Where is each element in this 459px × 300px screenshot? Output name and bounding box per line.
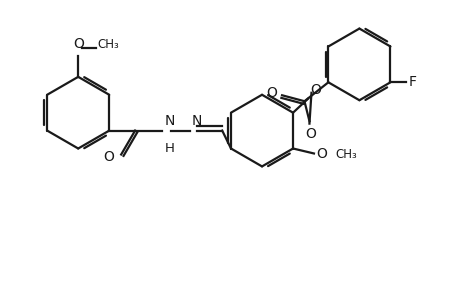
Text: H: H — [164, 142, 174, 154]
Text: O: O — [103, 151, 114, 164]
Text: CH₃: CH₃ — [97, 38, 118, 51]
Text: N: N — [191, 114, 202, 128]
Text: O: O — [309, 83, 320, 97]
Text: F: F — [408, 75, 415, 89]
Text: N: N — [164, 114, 174, 128]
Text: CH₃: CH₃ — [335, 148, 356, 161]
Text: O: O — [266, 86, 276, 100]
Text: O: O — [315, 148, 326, 161]
Text: O: O — [73, 37, 84, 51]
Text: O: O — [304, 127, 315, 141]
